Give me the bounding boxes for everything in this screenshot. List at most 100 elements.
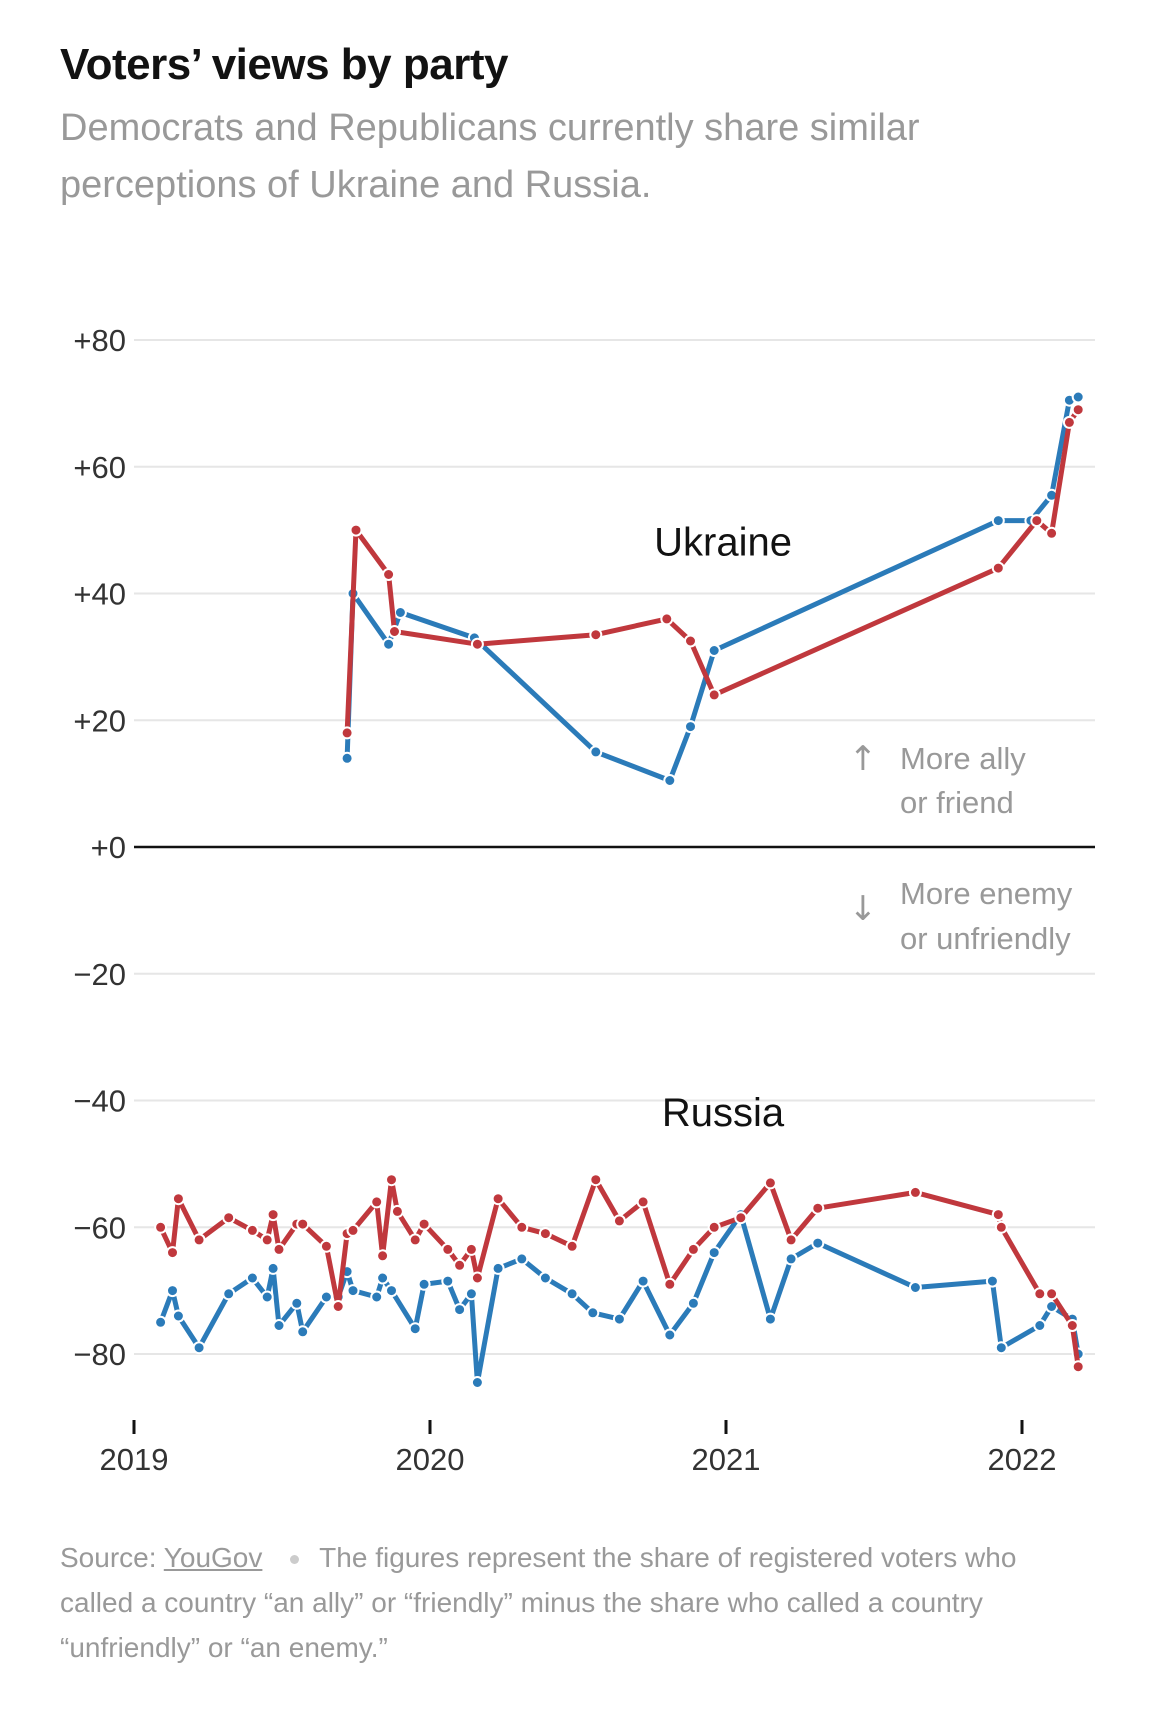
- data-point: [408, 1233, 422, 1247]
- data-point: [417, 1277, 431, 1291]
- data-point: [991, 514, 1005, 528]
- data-point: [370, 1290, 384, 1304]
- data-point: [340, 751, 354, 765]
- data-point: [985, 1274, 999, 1288]
- data-point: [994, 1341, 1008, 1355]
- data-point: [811, 1201, 825, 1215]
- footer-note: The figures represent the share of regis…: [60, 1542, 1017, 1663]
- data-point: [388, 625, 401, 638]
- data-point: [784, 1252, 798, 1266]
- data-point: [994, 1220, 1008, 1234]
- data-point: [612, 1312, 626, 1326]
- data-point: [441, 1242, 455, 1256]
- data-point: [453, 1258, 467, 1272]
- data-point: [192, 1233, 206, 1247]
- data-point: [538, 1271, 552, 1285]
- up-arrow: ↑: [849, 739, 878, 779]
- data-point: [586, 1306, 600, 1320]
- data-point: [470, 1271, 484, 1285]
- line-chart: +80 +60 +40 +20 +0 −20 −40 −60 −80 2019 2020 2021 20…: [73, 323, 1095, 1477]
- data-point: [991, 561, 1005, 575]
- data-point: [260, 1233, 274, 1247]
- x-tick-label: 2021: [692, 1442, 761, 1477]
- data-point: [515, 1252, 529, 1266]
- data-point: [331, 1300, 345, 1313]
- data-point: [1071, 1360, 1085, 1374]
- data-point: [663, 1328, 677, 1342]
- data-point: [565, 1239, 579, 1253]
- data-point: [784, 1233, 798, 1247]
- data-point: [763, 1312, 777, 1326]
- chart-subtitle: Democrats and Republicans currently shar…: [60, 107, 920, 206]
- data-point: [296, 1325, 310, 1339]
- series-line: [344, 407, 1081, 736]
- data-point: [811, 1236, 825, 1250]
- down-annotation-line-2: or unfriendly: [900, 921, 1071, 956]
- data-point: [441, 1274, 455, 1288]
- data-point: [393, 606, 407, 619]
- data-point: [491, 1261, 505, 1275]
- data-point: [349, 523, 363, 537]
- data-point: [1065, 1319, 1079, 1332]
- y-tick-label: +40: [73, 577, 126, 612]
- chart-title: Voters’ views by party: [60, 40, 508, 89]
- data-point: [296, 1217, 310, 1231]
- data-point: [636, 1195, 650, 1209]
- data-point: [272, 1319, 286, 1332]
- data-point: [1030, 514, 1044, 528]
- x-tick-label: 2022: [988, 1442, 1057, 1477]
- data-point: [376, 1271, 390, 1285]
- y-tick-label: +60: [73, 450, 126, 485]
- data-point: [382, 568, 396, 581]
- data-point: [171, 1309, 185, 1323]
- series-group: [340, 390, 1085, 787]
- data-point: [589, 628, 603, 642]
- data-point: [346, 1223, 360, 1237]
- data-point: [272, 1242, 286, 1256]
- data-point: [1071, 390, 1085, 404]
- data-point: [408, 1322, 422, 1336]
- data-point: [385, 1173, 398, 1187]
- y-tick-label: −60: [73, 1210, 126, 1245]
- data-point: [660, 612, 674, 626]
- data-point: [707, 1246, 721, 1260]
- data-point: [589, 1173, 603, 1187]
- data-point: [491, 1192, 505, 1206]
- data-point: [908, 1185, 922, 1199]
- y-tick-label: +80: [73, 323, 126, 358]
- chart-footer: Source: YouGov The figures represent the…: [60, 1535, 1080, 1670]
- data-point: [171, 1192, 185, 1206]
- series-group: [154, 1208, 1085, 1389]
- data-point: [192, 1341, 206, 1355]
- series-line: [158, 1177, 1081, 1370]
- series-group-label: Russia: [662, 1091, 785, 1135]
- data-point: [612, 1214, 626, 1228]
- data-point: [166, 1246, 179, 1260]
- series-group: [154, 1173, 1085, 1374]
- data-point: [464, 1287, 478, 1301]
- data-point: [376, 1249, 390, 1263]
- data-point: [260, 1290, 274, 1304]
- up-annotation-line-1: More ally: [900, 741, 1026, 776]
- series-group: [340, 403, 1085, 740]
- data-point: [340, 726, 354, 740]
- series-line: [344, 394, 1081, 783]
- y-tick-label: −80: [73, 1337, 126, 1372]
- data-point: [382, 637, 396, 651]
- data-point: [319, 1239, 333, 1253]
- data-point: [245, 1223, 259, 1237]
- data-point: [589, 745, 603, 759]
- data-point: [266, 1261, 280, 1275]
- data-point: [1062, 415, 1076, 429]
- y-tick-label: +0: [91, 830, 126, 865]
- data-point: [319, 1290, 333, 1304]
- source-link[interactable]: YouGov: [163, 1542, 263, 1573]
- data-point: [290, 1296, 304, 1310]
- data-point: [166, 1284, 179, 1298]
- data-point: [684, 634, 697, 648]
- data-point: [222, 1287, 236, 1301]
- data-point: [464, 1242, 478, 1256]
- data-point: [636, 1274, 650, 1288]
- data-point: [1033, 1319, 1047, 1332]
- y-tick-label: +20: [73, 703, 126, 738]
